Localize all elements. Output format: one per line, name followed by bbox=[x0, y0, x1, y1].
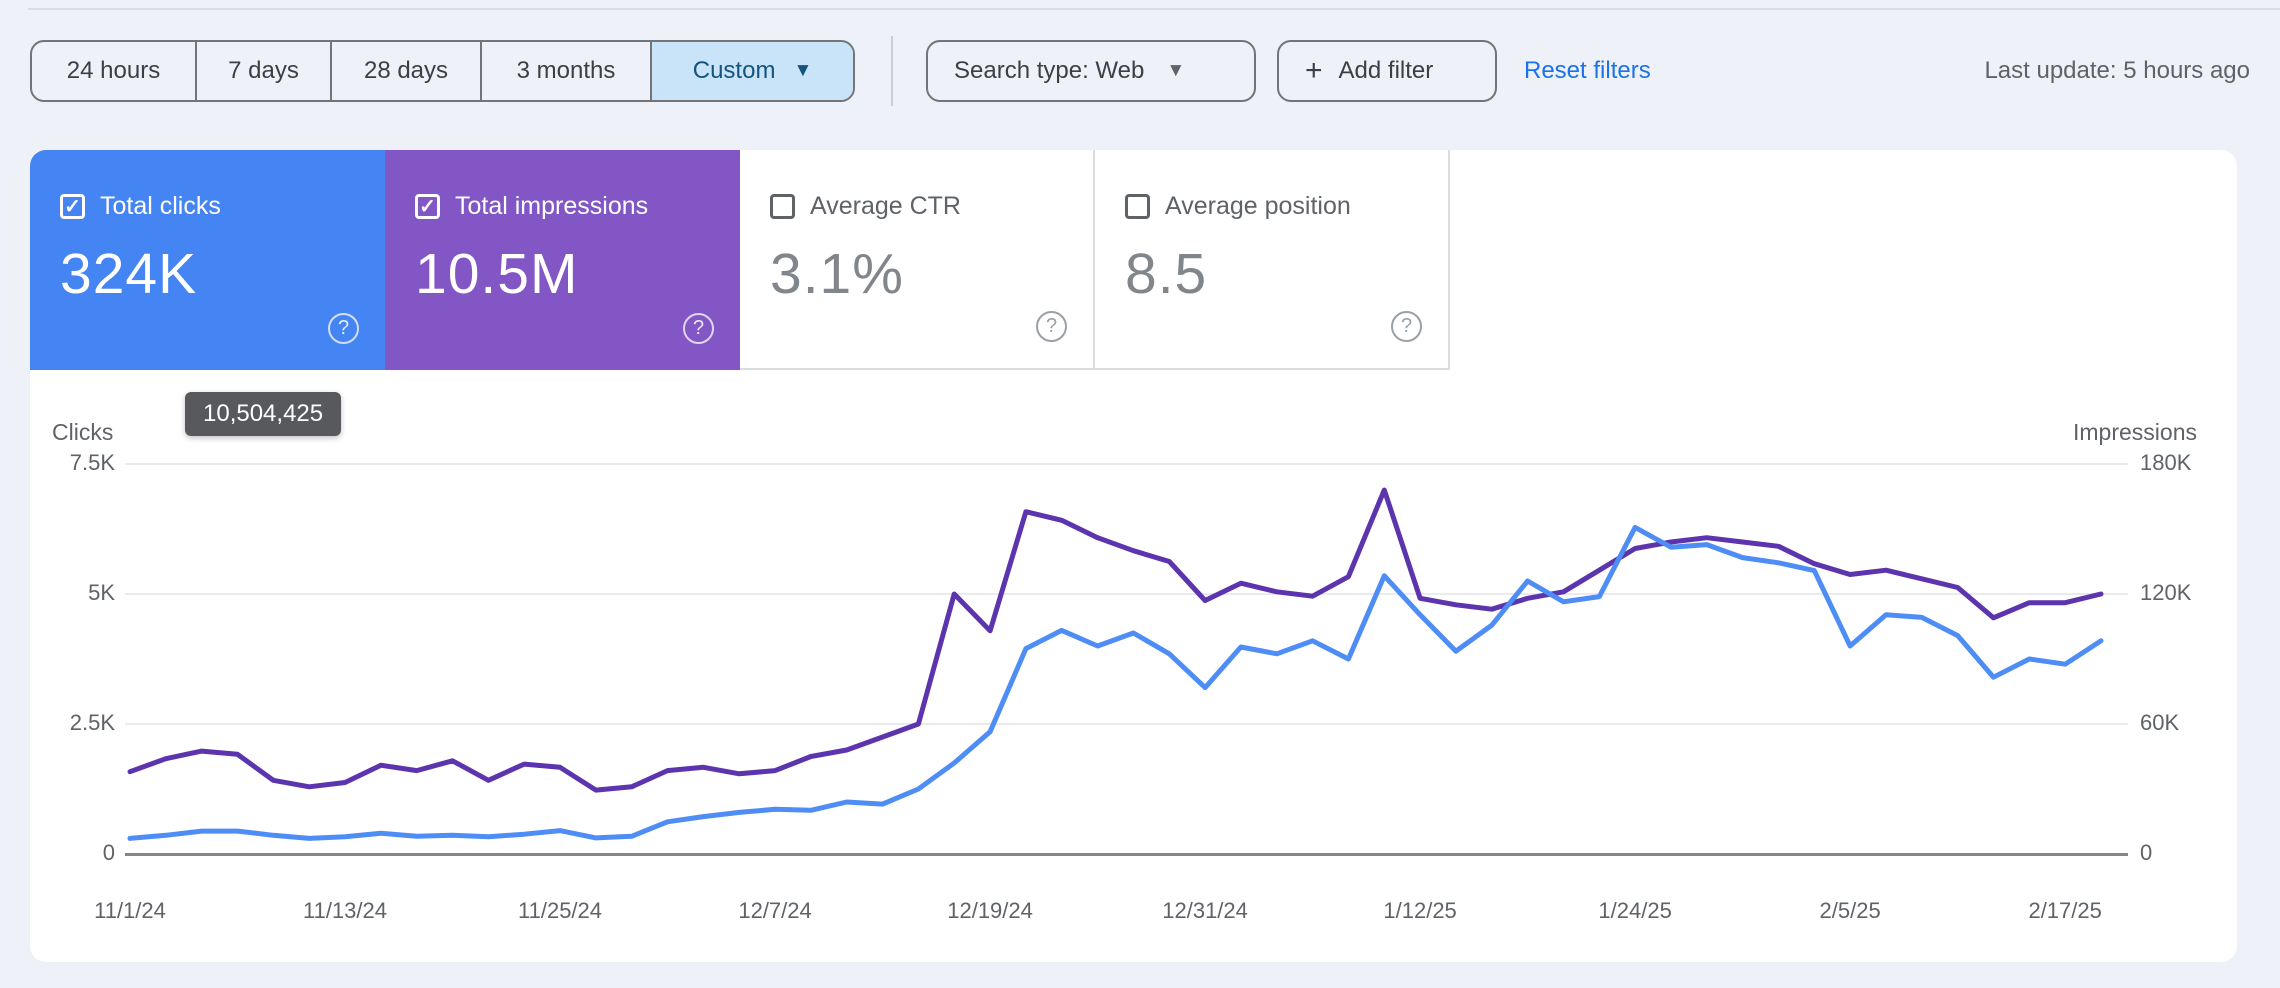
metric-card-average-ctr[interactable]: Average CTR 3.1% ? bbox=[740, 150, 1095, 370]
toolbar-divider bbox=[891, 36, 893, 106]
gridline bbox=[125, 723, 2128, 725]
metric-label: Total clicks bbox=[100, 192, 221, 220]
range-label: 3 months bbox=[516, 57, 616, 84]
checkbox-checked-icon[interactable]: ✓ bbox=[415, 194, 440, 219]
search-type-label: Search type: Web bbox=[954, 57, 1145, 84]
x-axis-label: 11/25/24 bbox=[518, 898, 603, 923]
x-axis-label: 12/31/24 bbox=[1162, 898, 1248, 923]
add-filter-button[interactable]: + Add filter bbox=[1277, 40, 1497, 102]
right-axis-tick: 60K bbox=[2140, 710, 2180, 735]
metric-card-average-position[interactable]: Average position 8.5 ? bbox=[1095, 150, 1450, 370]
right-axis-tick: 0 bbox=[2140, 840, 2153, 865]
right-axis-tick: 180K bbox=[2140, 450, 2192, 475]
range-button-24-hours[interactable]: 24 hours bbox=[32, 42, 197, 100]
filters-toolbar: 24 hours 7 days 28 days 3 months Custom … bbox=[30, 36, 2250, 106]
reset-filters-link[interactable]: Reset filters bbox=[1524, 40, 1651, 102]
left-axis-tick: 7.5K bbox=[69, 450, 115, 475]
chevron-down-icon: ▼ bbox=[1166, 60, 1186, 81]
reset-filters-label: Reset filters bbox=[1524, 57, 1651, 84]
metric-value: 3.1% bbox=[770, 242, 904, 306]
x-axis-label: 2/5/25 bbox=[1819, 898, 1881, 923]
metric-value: 10.5M bbox=[415, 242, 579, 306]
metric-card-total-impressions[interactable]: ✓ Total impressions 10.5M ? bbox=[385, 150, 740, 370]
checkbox-unchecked-icon[interactable] bbox=[770, 194, 795, 219]
left-axis-tick: 2.5K bbox=[69, 710, 115, 735]
gridline bbox=[125, 853, 2128, 856]
checkbox-checked-icon[interactable]: ✓ bbox=[60, 194, 85, 219]
range-label: Custom bbox=[692, 57, 776, 84]
x-axis-label: 12/19/24 bbox=[947, 898, 1033, 923]
range-label: 28 days bbox=[363, 57, 449, 84]
metric-cards-row: ✓ Total clicks 324K ? ✓ Total impression… bbox=[30, 150, 1450, 370]
help-icon[interactable]: ? bbox=[1036, 311, 1067, 342]
metric-value: 8.5 bbox=[1125, 242, 1208, 306]
metric-label: Total impressions bbox=[455, 192, 649, 220]
right-axis-title: Impressions bbox=[2073, 419, 2197, 445]
right-axis-tick: 120K bbox=[2140, 580, 2192, 605]
left-axis-tick: 5K bbox=[88, 580, 115, 605]
gridline bbox=[125, 463, 2128, 465]
gridline bbox=[125, 593, 2128, 595]
range-button-custom[interactable]: Custom ▼ bbox=[652, 42, 853, 100]
help-icon[interactable]: ? bbox=[328, 313, 359, 344]
metric-card-total-clicks[interactable]: ✓ Total clicks 324K ? bbox=[30, 150, 385, 370]
range-label: 24 hours bbox=[66, 57, 161, 84]
x-axis-label: 11/13/24 bbox=[303, 898, 388, 923]
date-range-group: 24 hours 7 days 28 days 3 months Custom … bbox=[30, 40, 855, 102]
add-filter-label: Add filter bbox=[1338, 57, 1434, 84]
x-axis-label: 1/24/25 bbox=[1598, 898, 1672, 923]
last-update-text: Last update: 5 hours ago bbox=[1984, 40, 2250, 102]
last-update-label: Last update: 5 hours ago bbox=[1984, 57, 2250, 84]
range-button-3-months[interactable]: 3 months bbox=[482, 42, 652, 100]
range-button-28-days[interactable]: 28 days bbox=[332, 42, 482, 100]
help-icon[interactable]: ? bbox=[683, 313, 714, 344]
performance-panel: ✓ Total clicks 324K ? ✓ Total impression… bbox=[30, 150, 2237, 962]
chevron-down-icon: ▼ bbox=[793, 60, 813, 81]
left-axis-title: Clicks bbox=[52, 419, 114, 445]
top-divider bbox=[28, 8, 2280, 10]
x-axis-label: 11/1/24 bbox=[94, 898, 166, 923]
x-axis-label: 12/7/24 bbox=[738, 898, 812, 923]
metric-value: 324K bbox=[60, 242, 198, 306]
left-axis-tick: 0 bbox=[102, 840, 115, 865]
search-type-dropdown[interactable]: Search type: Web ▼ bbox=[926, 40, 1256, 102]
chart-tooltip: 10,504,425 bbox=[185, 392, 342, 436]
metric-label: Average CTR bbox=[810, 192, 961, 220]
checkbox-unchecked-icon[interactable] bbox=[1125, 194, 1150, 219]
metric-label: Average position bbox=[1165, 192, 1351, 220]
plus-icon: + bbox=[1305, 54, 1323, 87]
range-label: 7 days bbox=[228, 57, 299, 84]
range-button-7-days[interactable]: 7 days bbox=[197, 42, 332, 100]
x-axis-label: 2/17/25 bbox=[2028, 898, 2102, 923]
x-axis-label: 1/12/25 bbox=[1383, 898, 1457, 923]
help-icon[interactable]: ? bbox=[1391, 311, 1422, 342]
